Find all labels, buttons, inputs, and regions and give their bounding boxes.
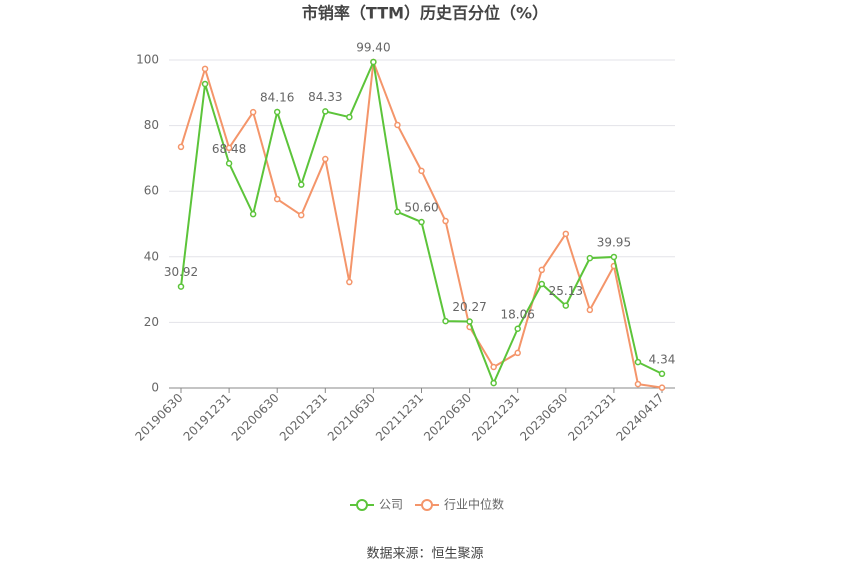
y-tick-label: 80	[144, 118, 159, 132]
point	[394, 208, 401, 216]
point	[514, 349, 521, 357]
point	[394, 121, 401, 129]
value-label: 39.95	[597, 235, 631, 249]
point	[201, 65, 209, 73]
value-label: 68.48	[212, 142, 246, 156]
point	[273, 195, 281, 203]
point	[442, 317, 449, 325]
point	[586, 306, 594, 314]
point	[538, 266, 545, 274]
legend-label: 公司	[379, 498, 403, 512]
y-tick-label: 100	[136, 53, 159, 67]
point	[586, 254, 594, 262]
y-tick-label: 40	[144, 249, 159, 263]
point	[346, 113, 353, 121]
point	[466, 318, 473, 325]
x-tick-label: 20230630	[517, 391, 570, 444]
point	[538, 280, 545, 288]
value-label: 4.34	[649, 352, 676, 366]
point	[346, 278, 353, 286]
point	[273, 108, 281, 116]
point	[442, 217, 449, 225]
point	[634, 380, 642, 388]
value-label: 84.33	[308, 90, 342, 104]
x-tick-label: 20240417	[614, 391, 667, 444]
x-tick-label: 20211231	[373, 391, 426, 444]
point	[225, 160, 233, 167]
point	[225, 144, 233, 152]
point	[634, 358, 642, 366]
point	[322, 108, 329, 115]
value-label: 30.92	[164, 265, 198, 279]
y-tick-label: 60	[144, 184, 159, 198]
point	[658, 370, 666, 378]
legend-marker	[356, 499, 368, 511]
x-tick-label: 20191231	[181, 391, 234, 444]
value-label: 99.40	[356, 40, 390, 54]
point	[177, 143, 185, 151]
x-tick-label: 20220630	[421, 391, 474, 444]
x-tick-label: 20210630	[325, 391, 378, 444]
point	[418, 218, 425, 226]
point	[658, 384, 666, 391]
point	[249, 108, 257, 116]
x-tick-label: 20231231	[565, 391, 618, 444]
point	[249, 210, 257, 218]
value-label: 50.60	[404, 201, 438, 215]
value-label: 20.27	[452, 300, 486, 314]
point	[514, 325, 521, 333]
legend-marker	[421, 499, 433, 511]
point	[490, 363, 497, 371]
point	[370, 58, 377, 66]
point	[322, 155, 329, 163]
point	[418, 167, 425, 175]
x-tick-label: 20201231	[277, 391, 330, 444]
point	[562, 230, 570, 238]
point	[201, 80, 209, 88]
y-tick-label: 0	[151, 381, 159, 395]
point	[298, 181, 305, 188]
x-tick-label: 20221231	[469, 391, 522, 444]
x-tick-label: 20190630	[133, 391, 186, 444]
value-label: 84.16	[260, 90, 294, 104]
point	[177, 283, 185, 290]
x-tick-label: 20200630	[229, 391, 282, 444]
point	[610, 253, 618, 261]
legend-label: 行业中位数	[444, 497, 504, 512]
point	[490, 379, 497, 387]
source: 数据来源：恒生聚源	[366, 547, 483, 562]
point	[298, 211, 305, 219]
value-label: 18.06	[501, 307, 535, 321]
point	[562, 302, 570, 309]
value-label: 25.13	[549, 284, 583, 298]
y-tick-label: 20	[144, 315, 159, 329]
chart-title: 市销率（TTM）历史百分位（%）	[302, 4, 548, 23]
